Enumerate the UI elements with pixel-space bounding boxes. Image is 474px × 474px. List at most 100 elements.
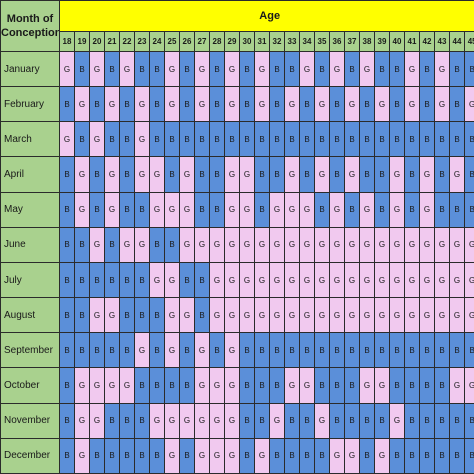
month-label: January [0,50,60,88]
gender-cell: B [179,86,195,123]
gender-cell: B [419,121,435,158]
gender-cell: G [269,261,285,299]
gender-cell: B [299,437,315,474]
gender-cell: G [344,297,360,334]
gender-cell: G [209,402,225,439]
gender-cell: B [284,437,300,474]
gender-cell: B [149,367,165,404]
gender-cell: G [314,402,330,439]
gender-cell: G [224,367,240,404]
gender-cell: G [164,261,180,299]
gender-cell: B [179,50,195,88]
gender-cell: G [284,191,300,228]
gender-cell: G [224,191,240,228]
gender-cell: G [164,50,180,88]
gender-cell: B [374,332,390,369]
gender-cell: B [344,332,360,369]
gender-cell: B [449,191,465,228]
gender-cell: B [299,121,315,158]
age-header-39: 39 [374,31,390,52]
gender-cell: G [299,367,315,404]
gender-cell: B [419,86,435,123]
gender-cell: G [389,156,405,193]
gender-cell: G [254,261,270,299]
gender-cell: G [434,50,450,88]
gender-cell: B [239,121,255,158]
gender-cell: B [209,191,225,228]
gender-cell: B [179,367,195,404]
gender-cell: B [359,332,375,369]
gender-cell: B [389,367,405,404]
gender-cell: G [89,297,105,334]
gender-cell: B [359,156,375,193]
gender-cell: G [164,297,180,334]
gender-cell: G [389,261,405,299]
gender-cell: G [359,191,375,228]
gender-cell: B [269,156,285,193]
gender-cell: B [179,261,195,299]
gender-cell: G [134,156,150,193]
gender-cell: G [149,191,165,228]
age-header-36: 36 [329,31,345,52]
gender-cell: B [104,226,120,263]
gender-cell: G [329,297,345,334]
age-header-42: 42 [419,31,435,52]
gender-cell: G [224,402,240,439]
gender-cell: B [269,50,285,88]
gender-cell: G [314,297,330,334]
month-of-conception-header: Month of Conception [0,0,60,52]
gender-cell: G [314,86,330,123]
gender-cell: B [209,50,225,88]
gender-cell: B [164,226,180,263]
gender-cell: G [419,226,435,263]
gender-cell: G [463,86,474,123]
gender-cell: G [119,226,135,263]
gender-cell: B [149,86,165,123]
gender-cell: B [59,156,75,193]
age-header-35: 35 [314,31,330,52]
gender-cell: B [434,121,450,158]
gender-cell: G [239,226,255,263]
month-row-september: SeptemberBBBBBGBGBGBGBBBBBBBBBBBBBBBB [0,332,474,369]
gender-cell: G [299,50,315,88]
gender-cell: B [419,367,435,404]
gender-cell: B [329,332,345,369]
gender-cell: B [314,121,330,158]
gender-cell: B [89,332,105,369]
gender-cell: B [239,86,255,123]
gender-cell: G [404,226,420,263]
gender-cell: G [74,367,90,404]
gender-cell: G [194,437,210,474]
gender-cell: B [329,121,345,158]
gender-cell: G [179,191,195,228]
gender-cell: G [374,86,390,123]
month-label: February [0,86,60,123]
gender-cell: G [74,402,90,439]
gender-cell: G [89,367,105,404]
gender-cell: G [299,226,315,263]
gender-cell: G [239,261,255,299]
gender-cell: G [329,191,345,228]
age-header-26: 26 [179,31,195,52]
gender-cell: B [404,367,420,404]
gender-cell: G [224,332,240,369]
gender-cell: B [74,297,90,334]
gender-cell: B [149,437,165,474]
age-header-27: 27 [194,31,210,52]
gender-cell: G [269,402,285,439]
gender-cell: G [329,50,345,88]
gender-cell: B [134,402,150,439]
gender-cell: B [119,437,135,474]
gender-cell: B [104,402,120,439]
month-label: September [0,332,60,369]
gender-cell: G [164,191,180,228]
chart-body: JanuaryGBGBGBBGBGBGBGBBGBGBGBBGBGBBFebru… [0,50,474,474]
gender-cell: G [194,402,210,439]
gender-cell: B [374,402,390,439]
gender-cell: G [374,297,390,334]
gender-cell: B [434,191,450,228]
gender-cell: G [224,297,240,334]
month-row-october: OctoberBGGGGBBBBGGGBBBGGBBBGGBBBBGG [0,367,474,404]
gender-cell: B [179,437,195,474]
